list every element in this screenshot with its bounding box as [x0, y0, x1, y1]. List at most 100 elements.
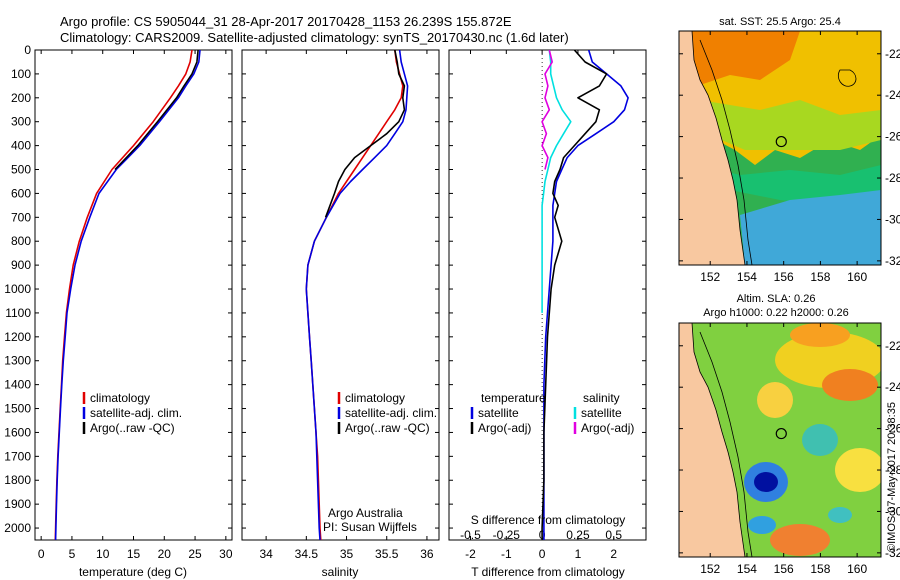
depth-tick-label: 800 — [11, 234, 31, 248]
temperature-xlabel: temperature (deg C) — [79, 565, 187, 579]
x-tick-label: 30 — [219, 547, 233, 561]
x-tick-label: 34 — [259, 547, 273, 561]
sla-map-frame — [678, 322, 882, 558]
s-tick-label: 0.5 — [605, 528, 622, 542]
map-x-tick-label: 156 — [774, 270, 794, 284]
legend-label-s-argo: Argo(-adj) — [581, 421, 634, 435]
map-x-tick-label: 158 — [810, 270, 830, 284]
depth-tick-label: 900 — [11, 258, 31, 272]
salinity-x-axis: 34 34.5 35 35.5 36 — [259, 50, 434, 561]
difference-series-3 — [541, 50, 553, 170]
x-tick-label: 25 — [188, 547, 202, 561]
depth-tick-label: 1800 — [4, 473, 31, 487]
x-tick-label: 10 — [96, 547, 110, 561]
x-tick-label: 36 — [420, 547, 434, 561]
sla-map-ticks: 152 154 156 158 160 -22 -24 -26 -28 -30 -32 — [679, 323, 900, 576]
sla-high-6 — [770, 524, 830, 556]
map-y-tick-label: -32 — [885, 254, 900, 268]
difference-legend: temperature satellite Argo(-adj) salinit… — [470, 391, 634, 435]
x-tick-label: 20 — [158, 547, 172, 561]
map-y-tick-label: -24 — [885, 88, 900, 102]
s-difference-xlabel: S difference from climatology — [471, 513, 626, 527]
depth-tick-label: 600 — [11, 186, 31, 200]
sla-high-2 — [822, 369, 878, 401]
sla-low-core — [754, 472, 778, 492]
map-y-tick-label: -24 — [885, 380, 900, 394]
temperature-axes-frame — [34, 49, 233, 541]
sla-low-4 — [828, 507, 852, 523]
header-line-2: Climatology: CARS2009. Satellite-adjuste… — [60, 30, 569, 45]
sla-low-1 — [802, 424, 838, 456]
map-y-tick-label: -28 — [885, 171, 900, 185]
sst-map-title: sat. SST: 25.5 Argo: 25.4 — [719, 16, 841, 28]
depth-tick-label: 1100 — [5, 306, 31, 320]
map-x-tick-label: 154 — [737, 562, 757, 576]
temperature-x-axis: 0 5 10 15 20 25 30 — [38, 50, 233, 561]
map-x-tick-label: 160 — [847, 270, 867, 284]
temperature-legend: climatology satellite-adj. clim. Argo(..… — [82, 391, 182, 435]
legend-label-argo: Argo(..raw -QC) — [90, 421, 175, 435]
depth-tick-label: 200 — [11, 91, 31, 105]
x-tick-label: -1 — [501, 547, 512, 561]
legend-label-climatology: climatology — [345, 391, 405, 405]
map-x-tick-label: 152 — [700, 270, 720, 284]
depth-tick-label: 1700 — [4, 449, 31, 463]
legend-label-argo: Argo(..raw -QC) — [345, 421, 430, 435]
difference-series-2 — [541, 50, 572, 313]
sst-field — [679, 31, 881, 265]
sla-land — [679, 323, 746, 557]
temperature-series-1 — [54, 50, 201, 540]
sst-map-frame — [678, 30, 882, 266]
salinity-xlabel: salinity — [322, 565, 359, 579]
map-y-tick-label: -22 — [885, 47, 900, 61]
legend-label-t-argo: Argo(-adj) — [478, 421, 531, 435]
difference-depth-ticks — [449, 49, 646, 529]
sst-cool-region — [740, 190, 881, 265]
x-tick-label: 1 — [575, 547, 582, 561]
depth-tick-label: 1000 — [4, 282, 31, 296]
x-tick-label: 0 — [539, 547, 546, 561]
depth-tick-label: 500 — [11, 163, 31, 177]
depth-axis: 0 100 200 300 400 500 600 700 800 900 1000 1100 1200… — [4, 43, 232, 535]
header-line-1: Argo profile: CS 5905044_31 28-Apr-2017 … — [60, 14, 512, 29]
s-tick-label: -0.5 — [460, 528, 481, 542]
sst-map-panel: sat. SST: 25.5 Argo: 25.4 152 154 156 158 16… — [678, 16, 900, 284]
depth-tick-label: 400 — [11, 139, 31, 153]
map-x-tick-label: 158 — [810, 562, 830, 576]
sst-land — [679, 31, 746, 265]
difference-lines — [541, 50, 629, 540]
salinity-series-2 — [324, 50, 406, 218]
sst-argo-position-marker — [775, 135, 787, 148]
map-y-tick-label: -30 — [885, 504, 900, 518]
difference-series-0 — [543, 50, 629, 540]
map-x-tick-label: 152 — [700, 562, 720, 576]
depth-tick-label: 1300 — [4, 354, 31, 368]
salinity-axes-frame — [241, 49, 440, 541]
sst-hot-region — [679, 31, 800, 85]
temperature-panel: 0100200300400500600700800900100011001200… — [4, 43, 233, 579]
difference-panel: -2 -1 0 1 2 -0.5 -0.25 0 0.25 0.5 T difference f… — [448, 49, 647, 579]
depth-tick-label: 700 — [11, 210, 31, 224]
map-x-tick-label: 154 — [737, 270, 757, 284]
difference-x-axis: -2 -1 0 1 2 — [465, 50, 617, 561]
t-difference-xlabel: T difference from climatology — [471, 565, 625, 579]
legend-label-t-satellite: satellite — [478, 406, 519, 420]
legend-label-satellite: satellite-adj. clim. — [345, 406, 437, 420]
sst-green-band — [679, 160, 881, 205]
map-y-tick-label: -30 — [885, 212, 900, 226]
salinity-panel: 34 34.5 35 35.5 36 salinity climatology sate… — [241, 49, 440, 579]
sla-high-5 — [835, 448, 881, 492]
temperature-lines — [54, 50, 201, 540]
sst-depth-contour — [699, 39, 753, 265]
sla-field — [679, 323, 881, 557]
x-tick-label: 2 — [610, 547, 617, 561]
map-y-tick-label: -32 — [885, 546, 900, 560]
difference-series-1 — [541, 50, 608, 540]
depth-tick-label: 1500 — [4, 402, 31, 416]
annotation-pi: PI: Susan Wijffels — [323, 520, 417, 534]
sst-seamount-contour — [837, 69, 857, 87]
map-x-tick-label: 156 — [774, 562, 794, 576]
depth-tick-label: 0 — [24, 43, 31, 57]
x-tick-label: -2 — [465, 547, 476, 561]
salinity-lines — [305, 50, 409, 540]
